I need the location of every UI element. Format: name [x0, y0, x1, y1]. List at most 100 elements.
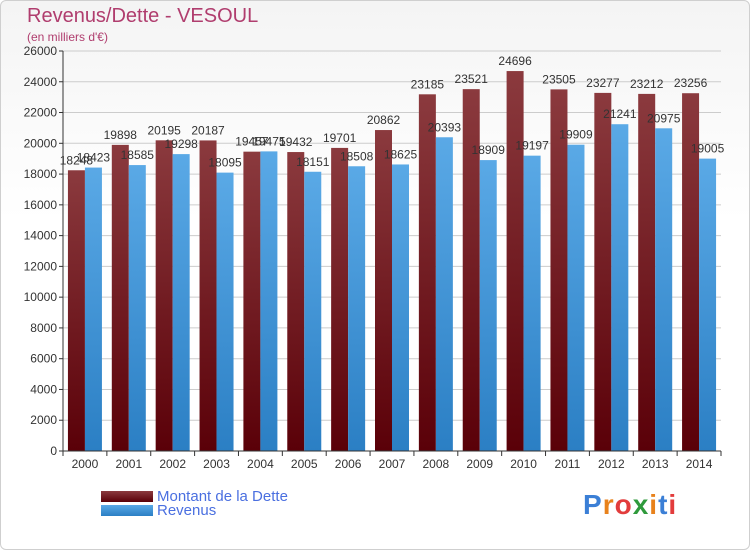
data-label-dette-2006: 19701 — [323, 131, 357, 145]
legend-label-dette: Montant de la Dette — [157, 487, 288, 505]
data-label-revenus-2012: 21241 — [603, 107, 637, 121]
y-tick-label: 26000 — [24, 44, 58, 58]
logo-letter: i — [649, 489, 659, 520]
bar-revenus-2013 — [655, 128, 673, 452]
x-tick-label: 2014 — [686, 457, 713, 471]
data-label-revenus-2009: 18909 — [472, 143, 506, 157]
bar-revenus-2007 — [392, 164, 409, 451]
data-label-dette-2005: 19432 — [279, 135, 313, 149]
data-label-revenus-2004: 19475 — [252, 134, 286, 148]
chart-subtitle: (en milliers d'€) — [27, 30, 108, 44]
x-tick-label: 2008 — [423, 457, 450, 471]
x-tick-label: 2007 — [379, 457, 406, 471]
bar-revenus-2000 — [84, 167, 102, 452]
x-tick-label: 2011 — [555, 457, 581, 471]
y-tick-label: 8000 — [30, 321, 57, 335]
x-tick-label: 2002 — [159, 457, 186, 471]
bar-revenus-2005 — [304, 171, 322, 451]
data-label-dette-2014: 23256 — [674, 76, 708, 90]
data-label-dette-2008: 23185 — [411, 77, 445, 91]
x-tick-label: 2003 — [203, 457, 230, 471]
bar-dette-2012 — [594, 92, 612, 452]
proxiti-logo: Proxiti — [583, 489, 677, 521]
data-label-revenus-2005: 18151 — [296, 155, 330, 169]
y-tick-label: 20000 — [24, 136, 58, 150]
legend-swatch-dette — [101, 490, 153, 502]
bar-revenus-2002 — [172, 154, 190, 451]
data-label-dette-2010: 24696 — [498, 54, 532, 68]
x-tick-label: 2005 — [291, 457, 318, 471]
bar-dette-2000 — [67, 170, 85, 451]
data-label-revenus-2007: 18625 — [384, 147, 418, 161]
bar-revenus-2010 — [523, 155, 541, 451]
x-tick-label: 2012 — [598, 457, 625, 471]
bar-dette-2006 — [331, 147, 349, 451]
data-label-dette-2007: 20862 — [367, 113, 401, 127]
data-label-revenus-2002: 19298 — [164, 137, 198, 151]
data-label-dette-2011: 23505 — [542, 72, 576, 86]
bar-revenus-2012 — [611, 124, 629, 451]
y-tick-label: 10000 — [24, 290, 58, 304]
data-label-revenus-2013: 20975 — [647, 111, 681, 125]
bar-dette-2011 — [550, 89, 568, 451]
x-tick-label: 2004 — [247, 457, 274, 471]
logo-letter: r — [602, 489, 615, 520]
data-label-revenus-2011: 19909 — [559, 128, 593, 142]
legend-item-revenus: Revenus — [101, 501, 217, 519]
x-tick-label: 2013 — [642, 457, 669, 471]
data-label-dette-2002: 20195 — [147, 123, 181, 137]
data-label-revenus-2014: 19005 — [691, 142, 725, 156]
bar-revenus-2001 — [128, 165, 146, 452]
data-label-revenus-2000: 18423 — [77, 151, 111, 165]
x-tick-label: 2006 — [335, 457, 362, 471]
bar-dette-2013 — [638, 93, 656, 452]
data-label-dette-2001: 19898 — [104, 128, 138, 142]
bar-revenus-2003 — [216, 172, 234, 451]
y-tick-label: 14000 — [24, 229, 58, 243]
bar-revenus-2004 — [260, 151, 278, 451]
bar-revenus-2006 — [348, 166, 366, 451]
bar-dette-2007 — [375, 130, 392, 452]
data-label-revenus-2003: 18095 — [208, 156, 242, 170]
x-tick-label: 2009 — [466, 457, 493, 471]
bar-dette-2010 — [506, 71, 524, 452]
bar-dette-2002 — [155, 140, 173, 452]
bar-dette-2008 — [418, 94, 436, 452]
y-tick-label: 6000 — [30, 352, 57, 366]
data-label-dette-2003: 20187 — [191, 123, 225, 137]
y-tick-label: 16000 — [24, 198, 58, 212]
bar-revenus-2011 — [567, 144, 585, 451]
bar-revenus-2009 — [479, 160, 497, 452]
bar-dette-2001 — [111, 144, 129, 451]
bar-dette-2009 — [462, 89, 480, 451]
legend-item-dette: Montant de la Dette — [101, 487, 288, 505]
bar-dette-2003 — [199, 140, 217, 451]
data-label-dette-2013: 23212 — [630, 77, 664, 91]
data-label-revenus-2008: 20393 — [428, 120, 462, 134]
logo-letter: x — [632, 489, 650, 520]
logo-letter: o — [614, 489, 633, 520]
bar-revenus-2008 — [435, 137, 453, 451]
bar-dette-2005 — [287, 152, 305, 452]
data-label-revenus-2001: 18585 — [121, 148, 155, 162]
y-tick-label: 18000 — [24, 167, 58, 181]
logo-letter: P — [583, 489, 603, 520]
logo-letter: t — [658, 489, 669, 520]
x-tick-label: 2010 — [510, 457, 537, 471]
data-label-dette-2012: 23277 — [586, 76, 620, 90]
data-label-revenus-2010: 19197 — [515, 139, 549, 153]
y-tick-label: 22000 — [24, 106, 58, 120]
data-label-revenus-2006: 18508 — [340, 149, 374, 163]
legend-label-revenus: Revenus — [157, 501, 217, 519]
x-tick-label: 2001 — [115, 457, 142, 471]
bar-revenus-2014 — [699, 158, 717, 451]
data-label-dette-2004: 19457 — [235, 135, 269, 149]
chart-title: Revenus/Dette - VESOUL — [27, 5, 259, 27]
y-tick-label: 12000 — [24, 259, 58, 273]
x-tick-label: 2000 — [72, 457, 99, 471]
data-label-dette-2009: 23521 — [455, 72, 489, 86]
logo-letter: i — [668, 489, 678, 520]
y-tick-label: 2000 — [30, 413, 57, 427]
